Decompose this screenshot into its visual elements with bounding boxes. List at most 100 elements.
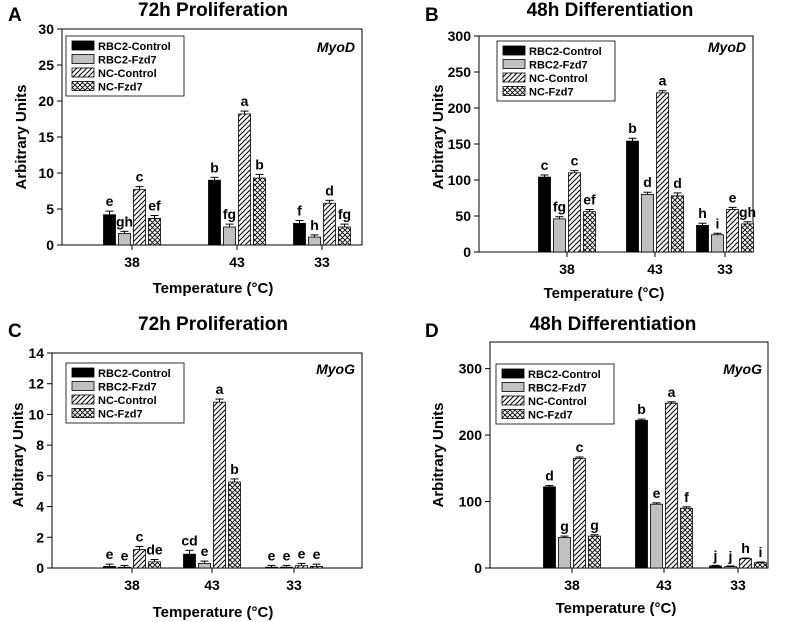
y-tick-label: 200 bbox=[448, 100, 472, 116]
y-axis-label: Arbitrary Units bbox=[430, 402, 447, 507]
significance-letter: j bbox=[728, 548, 733, 564]
y-tick-label: 200 bbox=[459, 427, 483, 443]
gene-label: MyoD bbox=[708, 39, 746, 55]
legend-label: NC-Fzd7 bbox=[528, 410, 573, 422]
x-tick-label: 33 bbox=[314, 254, 330, 270]
bar-rbc2-control-43 bbox=[635, 420, 648, 569]
bar-nc-control-33 bbox=[739, 558, 752, 569]
legend-label: NC-Control bbox=[528, 396, 587, 408]
significance-letter: a bbox=[241, 93, 249, 109]
legend-swatch bbox=[501, 409, 525, 419]
y-tick-label: 10 bbox=[38, 165, 54, 181]
legend-swatch bbox=[71, 381, 95, 391]
significance-letter: e bbox=[106, 193, 114, 209]
panel-letter: C bbox=[8, 321, 22, 342]
y-axis-label: Arbitrary Units bbox=[430, 84, 447, 189]
significance-letter: h bbox=[698, 205, 707, 221]
significance-letter: h bbox=[741, 540, 750, 556]
significance-letter: ef bbox=[583, 192, 596, 208]
significance-letter: b bbox=[637, 401, 646, 417]
legend-label: RBC2-Control bbox=[528, 369, 601, 381]
panel-letter: D bbox=[425, 321, 439, 342]
bar-nc-control-33 bbox=[295, 565, 308, 569]
chart-title: 72h Proliferation bbox=[138, 0, 288, 21]
significance-letter: c bbox=[541, 157, 549, 173]
bar-rbc2-control-38 bbox=[103, 566, 116, 569]
panel-a: A 72h Proliferation 0 5 10 15 20 25 30 38 43 33 Temp… bbox=[8, 0, 363, 297]
significance-letter: e bbox=[106, 546, 114, 562]
significance-letter: e bbox=[283, 547, 291, 563]
significance-letter: h bbox=[310, 217, 319, 233]
panel-letter: B bbox=[425, 5, 439, 26]
x-axis-label: Temperature (°C) bbox=[556, 600, 677, 617]
significance-letter: e bbox=[653, 485, 661, 501]
legend-label: NC-Fzd7 bbox=[98, 409, 143, 421]
significance-letter: f bbox=[297, 203, 302, 219]
bar-nc-fzd7-43 bbox=[253, 177, 266, 246]
bar-rbc2-fzd7-43 bbox=[650, 503, 663, 569]
legend-swatch bbox=[501, 382, 525, 392]
legend-label: RBC2-Fzd7 bbox=[529, 60, 588, 72]
significance-letter: c bbox=[136, 169, 144, 185]
significance-letter: b bbox=[628, 120, 637, 136]
bar-rbc2-fzd7-38 bbox=[118, 233, 131, 246]
bar-nc-fzd7-43 bbox=[671, 195, 684, 253]
legend-swatch bbox=[502, 59, 526, 69]
bar-nc-fzd7-33 bbox=[310, 566, 323, 569]
x-tick-label: 43 bbox=[656, 577, 672, 593]
bar-rbc2-fzd7-38 bbox=[118, 566, 131, 569]
y-tick-label: 8 bbox=[36, 437, 44, 453]
y-tick-label: 25 bbox=[38, 57, 54, 73]
significance-letter: i bbox=[716, 215, 720, 231]
y-tick-label: 12 bbox=[28, 376, 44, 392]
legend-label: RBC2-Fzd7 bbox=[98, 55, 157, 67]
significance-letter: d bbox=[673, 175, 682, 191]
panel-letter: A bbox=[8, 5, 22, 26]
bar-nc-control-33 bbox=[726, 209, 739, 253]
legend-swatch bbox=[71, 40, 95, 51]
significance-letter: j bbox=[713, 547, 718, 563]
significance-letter: de bbox=[146, 542, 163, 558]
significance-letter: f bbox=[684, 489, 689, 505]
significance-letter: a bbox=[216, 381, 224, 397]
bar-nc-control-38 bbox=[133, 549, 146, 569]
y-tick-label: 100 bbox=[448, 172, 472, 188]
legend-swatch bbox=[501, 368, 525, 379]
bar-rbc2-control-33 bbox=[696, 224, 709, 253]
significance-letter: e bbox=[268, 547, 276, 563]
legend-label: RBC2-Fzd7 bbox=[98, 382, 157, 394]
legend-label: NC-Control bbox=[98, 68, 157, 80]
legend-swatch bbox=[71, 67, 95, 78]
x-tick-label: 38 bbox=[124, 577, 140, 593]
x-axis-label: Temperature (°C) bbox=[153, 604, 274, 621]
legend-swatch bbox=[71, 81, 95, 91]
bar-nc-fzd7-33 bbox=[754, 562, 767, 569]
significance-letter: d bbox=[643, 174, 652, 190]
y-tick-label: 2 bbox=[36, 529, 44, 545]
significance-letter: g bbox=[560, 518, 569, 534]
y-tick-label: 300 bbox=[448, 28, 472, 44]
y-tick-label: 14 bbox=[28, 345, 44, 361]
significance-letter: gh bbox=[116, 213, 133, 229]
y-tick-label: 0 bbox=[46, 237, 54, 253]
bar-nc-control-43 bbox=[213, 401, 226, 569]
significance-letter: e bbox=[201, 543, 209, 559]
significance-letter: b bbox=[255, 156, 264, 172]
bar-rbc2-fzd7-33 bbox=[308, 236, 321, 246]
significance-letter: d bbox=[325, 182, 334, 198]
gene-label: MyoG bbox=[723, 361, 762, 377]
plot-frame bbox=[489, 341, 769, 569]
chart-title: 72h Proliferation bbox=[138, 314, 288, 335]
y-tick-label: 150 bbox=[448, 136, 472, 152]
significance-letter: d bbox=[545, 468, 554, 484]
bar-rbc2-control-38 bbox=[103, 214, 116, 246]
x-tick-label: 33 bbox=[717, 261, 733, 277]
panel-b: B 48h Differentiation 0 50 100 150 200 250 300 38… bbox=[425, 0, 756, 302]
y-tick-label: 50 bbox=[455, 208, 471, 224]
legend-label: NC-Fzd7 bbox=[98, 82, 143, 94]
significance-letter: c bbox=[571, 153, 579, 169]
y-tick-label: 10 bbox=[28, 406, 44, 422]
bar-rbc2-control-43 bbox=[208, 179, 221, 246]
